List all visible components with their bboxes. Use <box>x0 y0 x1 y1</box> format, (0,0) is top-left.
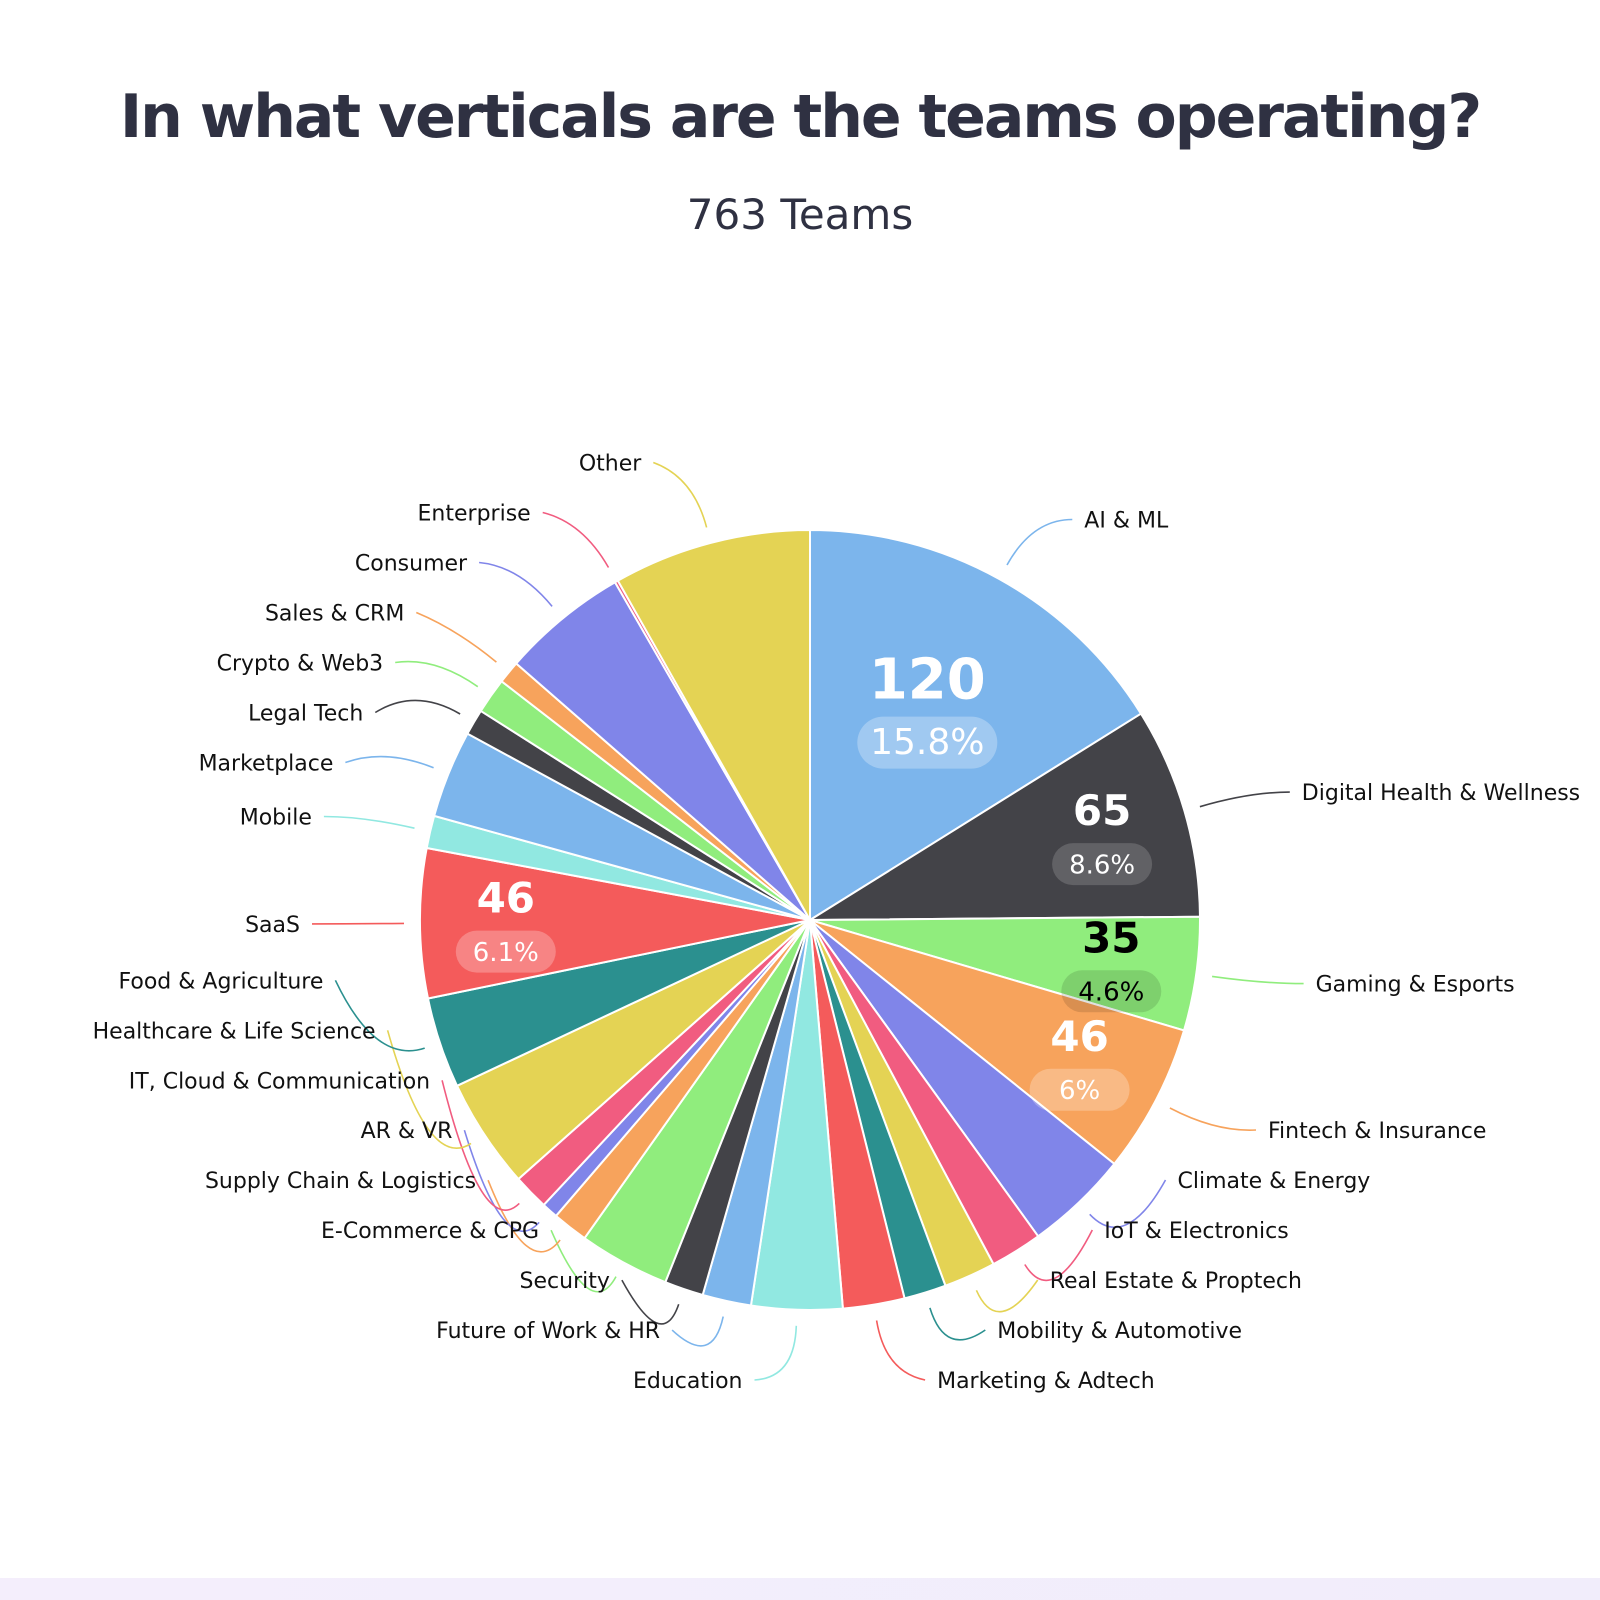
percent-digital-health-wellness: 8.6% <box>1069 850 1135 880</box>
slice-label-marketing-adtech: Marketing & Adtech <box>937 1369 1155 1394</box>
slice-ai-ml <box>809 529 1142 921</box>
slice-label-fintech-insurance: Fintech & Insurance <box>1268 1119 1486 1144</box>
percent-ai-ml: 15.8% <box>870 722 984 763</box>
chart-subtitle: 763 Teams <box>686 190 914 239</box>
connector-mobility-automotive <box>929 1307 986 1341</box>
slice-digital-health-wellness <box>809 712 1201 921</box>
connector-real-estate-proptech <box>975 1279 1039 1313</box>
connector-enterprise <box>542 511 610 568</box>
percent-fintech-insurance: 6% <box>1059 1076 1100 1106</box>
slice-label-crypto-web3: Crypto & Web3 <box>217 652 384 677</box>
connector-ar-vr <box>463 1129 540 1233</box>
slice-label-real-estate-proptech: Real Estate & Proptech <box>1050 1269 1302 1294</box>
chart-title: In what verticals are the teams operatin… <box>119 82 1482 152</box>
slice-label-mobile: Mobile <box>240 806 312 831</box>
slice-label-legal-tech: Legal Tech <box>248 702 363 727</box>
slice-label-it-cloud-communication: IT, Cloud & Communication <box>129 1069 430 1094</box>
connector-crypto-web3 <box>395 660 479 688</box>
percent-badge-saas <box>455 930 556 973</box>
slice-label-digital-health-wellness: Digital Health & Wellness <box>1302 781 1580 806</box>
slice-label-sales-crm: Sales & CRM <box>265 602 404 627</box>
slice-label-enterprise: Enterprise <box>418 502 531 527</box>
value-ai-ml: 120 <box>869 648 986 713</box>
connector-legal-tech <box>374 699 461 715</box>
slice-label-mobility-automotive: Mobility & Automotive <box>997 1319 1242 1344</box>
percent-badge-fintech-insurance <box>1029 1068 1130 1111</box>
percent-badge-digital-health-wellness <box>1052 843 1153 886</box>
connector-consumer <box>479 561 553 607</box>
connector-ai-ml <box>1006 518 1073 566</box>
slice-label-consumer: Consumer <box>355 552 468 577</box>
slice-fintech-insurance <box>809 919 1186 1165</box>
connector-digital-health-wellness <box>1199 791 1290 808</box>
percent-badge-gaming-esports <box>1061 970 1162 1013</box>
value-gaming-esports: 35 <box>1082 913 1140 962</box>
connector-mobile <box>323 815 415 829</box>
percent-gaming-esports: 4.6% <box>1078 978 1144 1008</box>
slice-label-food-agriculture: Food & Agriculture <box>119 969 324 994</box>
slice-label-education: Education <box>633 1369 743 1394</box>
percent-badge-ai-ml <box>857 716 998 769</box>
value-saas: 46 <box>477 874 535 923</box>
connector-fintech-insurance <box>1169 1107 1257 1131</box>
slice-label-climate-energy: Climate & Energy <box>1178 1169 1371 1194</box>
slice-label-ar-vr: AR & VR <box>361 1119 453 1144</box>
label-connectors <box>311 461 1304 1381</box>
connector-it-cloud-communication <box>441 1080 520 1211</box>
connector-future-of-work-hr <box>671 1316 724 1347</box>
connector-iot-electronics <box>1024 1229 1094 1282</box>
footer-band <box>0 1578 1600 1600</box>
connector-food-agriculture <box>334 979 425 1052</box>
slice-label-ai-ml: AI & ML <box>1084 509 1169 534</box>
connector-supply-chain-logistics <box>487 1179 561 1253</box>
slice-label-marketplace: Marketplace <box>199 752 334 777</box>
connector-education <box>754 1325 798 1381</box>
connector-climate-energy <box>1089 1179 1167 1229</box>
connector-saas <box>311 922 405 925</box>
value-labels: 120 15.8% 65 8.6% 35 4.6% 46 6% 46 6.1% <box>455 648 1162 1111</box>
connector-e-commerce-cpg <box>550 1229 617 1293</box>
connector-security <box>621 1279 680 1325</box>
value-digital-health-wellness: 65 <box>1073 786 1131 835</box>
slice-label-other: Other <box>579 452 642 477</box>
slice-saas <box>419 846 811 1000</box>
connector-marketing-adtech <box>875 1320 926 1381</box>
pie-slices <box>419 529 1201 1311</box>
slice-label-supply-chain-logistics: Supply Chain & Logistics <box>205 1169 476 1194</box>
slice-label-security: Security <box>520 1269 610 1294</box>
slice-other <box>616 529 811 921</box>
connector-healthcare-life-science <box>386 1030 472 1149</box>
value-fintech-insurance: 46 <box>1050 1012 1108 1061</box>
connector-sales-crm <box>415 611 497 663</box>
connector-other <box>653 461 708 528</box>
slice-label-saas: SaaS <box>245 913 300 938</box>
slice-label-gaming-esports: Gaming & Esports <box>1316 973 1515 998</box>
connector-gaming-esports <box>1211 975 1304 985</box>
percent-saas: 6.1% <box>473 938 539 968</box>
connector-marketplace <box>345 755 434 769</box>
slice-labels: AI & ML Digital Health & Wellness Gaming &… <box>93 452 1581 1395</box>
slice-label-e-commerce-cpg: E-Commerce & CPG <box>321 1219 539 1244</box>
slice-label-healthcare-life-science: Healthcare & Life Science <box>93 1019 376 1044</box>
slice-label-future-of-work-hr: Future of Work & HR <box>436 1319 660 1344</box>
slice-label-iot-electronics: IoT & Electronics <box>1104 1219 1288 1244</box>
